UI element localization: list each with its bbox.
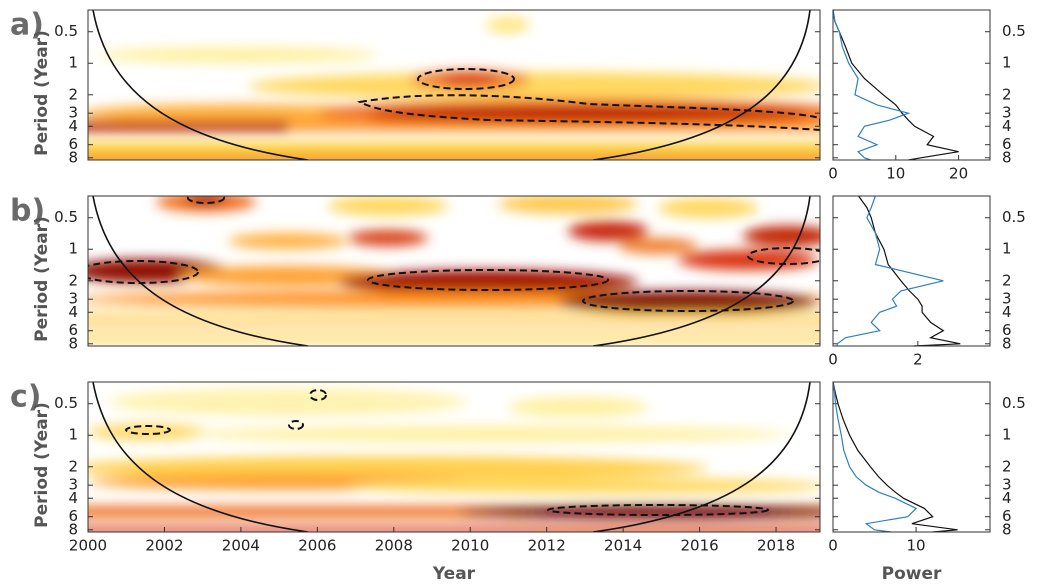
y-tick-label: 6 (1002, 507, 1012, 525)
x-tick-label: 0 (828, 537, 838, 555)
y-tick-label: 1 (1002, 426, 1012, 444)
y-tick-label: 3 (1002, 476, 1012, 494)
y-tick-label: 1 (68, 426, 78, 444)
y-tick-label: 1 (68, 54, 78, 72)
spectrum-line (832, 381, 918, 533)
y-tick-label: 6 (1002, 135, 1012, 153)
y-tick-label: 3 (68, 290, 78, 308)
spectrum-line (836, 195, 944, 346)
panel-label: a) (10, 8, 44, 43)
spectrum-line (832, 381, 958, 533)
y-tick-label: 4 (1002, 489, 1012, 507)
x-tick-label: 0 (828, 165, 838, 183)
y-tick-label: 2 (1002, 271, 1012, 289)
y-axis-title: Period (Year) (32, 402, 52, 528)
plot-frame (832, 381, 991, 533)
y-tick-label: 2 (68, 271, 78, 289)
wavelet-power-b (88, 196, 820, 346)
x-axis-title: Year (432, 564, 476, 584)
y-tick-label: 1 (1002, 240, 1012, 258)
y-tick-label: 6 (1002, 321, 1012, 339)
y-tick-label: 3 (1002, 290, 1012, 308)
x-tick-label: 2014 (604, 537, 642, 555)
wavelet-power-a (88, 10, 820, 160)
spectrum-line (858, 195, 961, 347)
spectrum-line (832, 9, 911, 161)
y-tick-label: 6 (68, 135, 78, 153)
x-tick-label: 2018 (757, 537, 795, 555)
y-tick-label: 4 (68, 117, 78, 135)
x-tick-label: 2010 (451, 537, 489, 555)
panel-label: c) (10, 380, 42, 415)
y-tick-label: 4 (68, 303, 78, 321)
x-tick-label: 10 (886, 165, 905, 183)
plot-frame (832, 9, 991, 161)
x-tick-label: 2004 (222, 537, 260, 555)
panel-label: b) (10, 194, 45, 229)
y-tick-label: 8 (1002, 148, 1012, 166)
x-tick-label: 2012 (528, 537, 566, 555)
y-tick-label: 3 (1002, 104, 1012, 122)
y-tick-label: 2 (68, 457, 78, 475)
plot-frame (87, 9, 821, 161)
y-tick-label: 0.5 (54, 394, 78, 412)
x-tick-label: 2016 (680, 537, 718, 555)
y-tick-label: 0.5 (54, 208, 78, 226)
plot-frame (832, 195, 991, 347)
y-tick-label: 2 (68, 85, 78, 103)
x-tick-label: 20 (949, 165, 968, 183)
x-tick-label: 2008 (375, 537, 413, 555)
x-tick-label: 2002 (145, 537, 183, 555)
y-tick-label: 1 (68, 240, 78, 258)
y-tick-label: 8 (68, 148, 78, 166)
y-tick-label: 6 (68, 321, 78, 339)
y-tick-label: 3 (68, 104, 78, 122)
y-tick-label: 8 (68, 334, 78, 352)
x-axis-title: Power (882, 564, 942, 584)
x-tick-label: 2006 (298, 537, 336, 555)
y-tick-label: 3 (68, 476, 78, 494)
y-tick-label: 2 (1002, 85, 1012, 103)
y-tick-label: 2 (1002, 457, 1012, 475)
y-tick-label: 1 (1002, 54, 1012, 72)
y-tick-label: 0.5 (1002, 394, 1026, 412)
y-tick-label: 0.5 (1002, 22, 1026, 40)
y-tick-label: 4 (1002, 303, 1012, 321)
x-tick-label: 0 (828, 351, 838, 369)
y-tick-label: 4 (68, 489, 78, 507)
y-axis-title: Period (Year) (32, 216, 52, 342)
x-tick-label: 2000 (69, 537, 107, 555)
spectrum-line (832, 9, 959, 161)
y-tick-label: 4 (1002, 117, 1012, 135)
y-tick-label: 0.5 (1002, 208, 1026, 226)
wavelet-power-c (88, 382, 820, 532)
plot-frame (87, 381, 821, 533)
plot-frame (87, 195, 821, 347)
y-tick-label: 0.5 (54, 22, 78, 40)
y-tick-label: 8 (1002, 520, 1012, 538)
y-tick-label: 8 (68, 520, 78, 538)
y-tick-label: 8 (1002, 334, 1012, 352)
y-tick-label: 6 (68, 507, 78, 525)
y-axis-title: Period (Year) (32, 30, 52, 156)
x-tick-label: 2 (913, 351, 923, 369)
x-tick-label: 10 (907, 537, 926, 555)
